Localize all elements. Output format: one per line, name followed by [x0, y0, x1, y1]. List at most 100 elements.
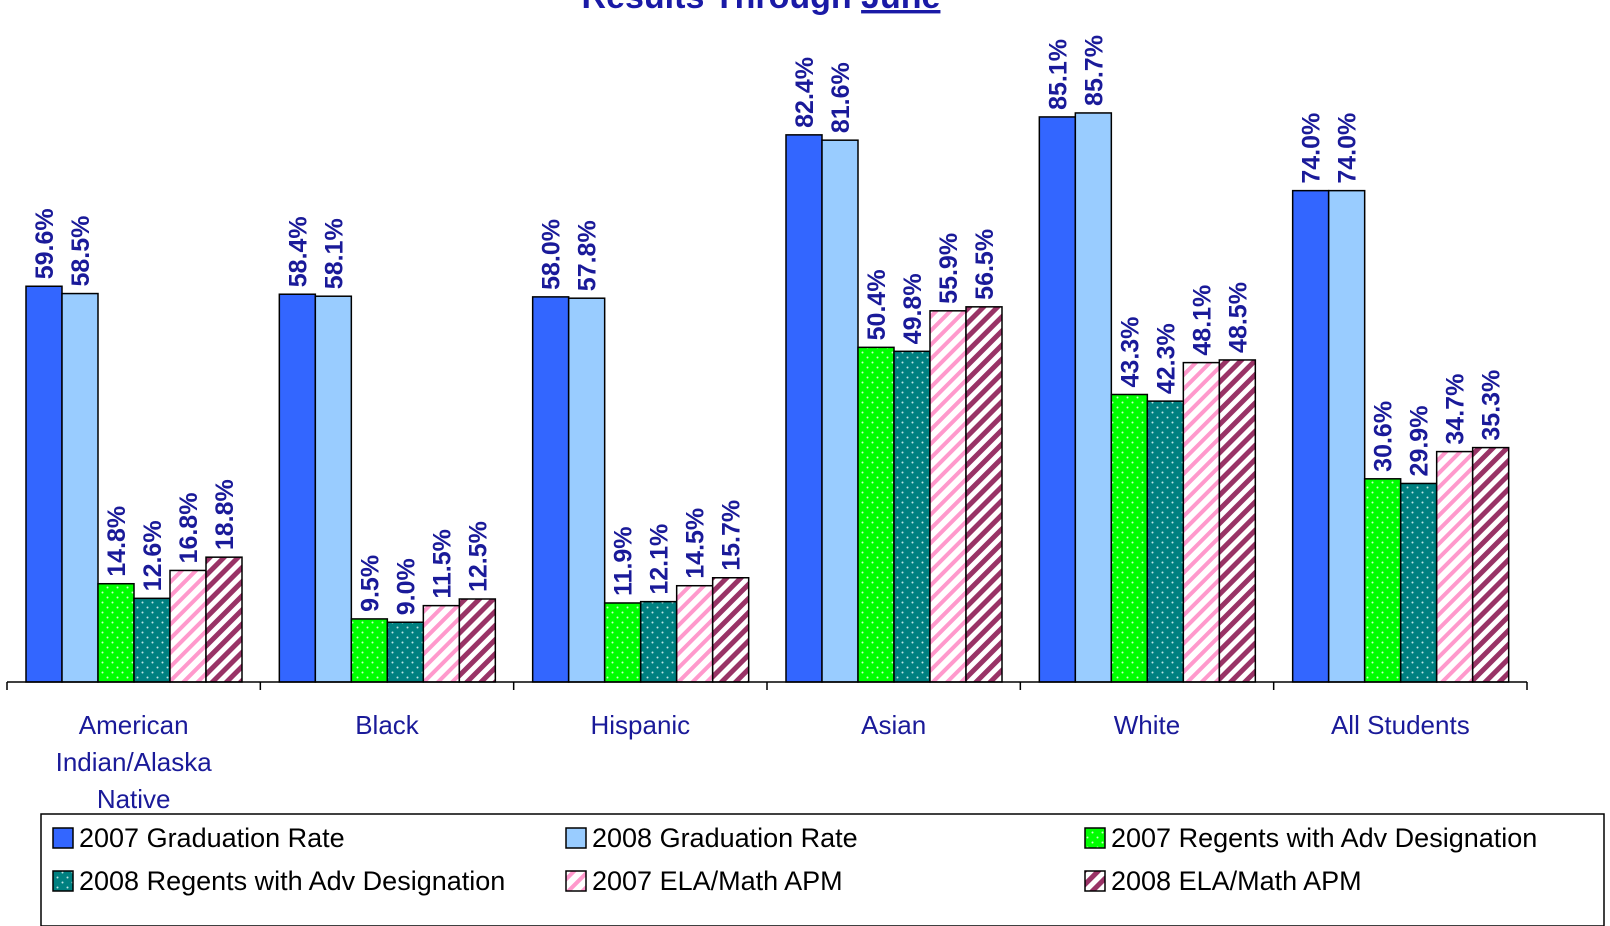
data-label: 34.7% — [1442, 374, 1470, 445]
data-label: 85.1% — [1044, 39, 1072, 110]
legend-items: 2007 Graduation Rate 2008 Graduation Rate… — [52, 823, 1537, 896]
data-label: 55.9% — [935, 233, 963, 304]
data-label: 50.4% — [863, 269, 891, 340]
data-label: 48.5% — [1224, 282, 1252, 353]
bar — [97, 582, 135, 683]
bar — [1327, 189, 1366, 683]
bar — [1218, 359, 1257, 683]
category-labels-layer: American Indian/Alaska Native Black Hispanic… — [56, 710, 1470, 814]
bar — [603, 602, 642, 683]
legend-swatch — [1084, 827, 1106, 849]
data-label: 74.0% — [1334, 113, 1362, 184]
bar — [639, 600, 678, 683]
category-label: Indian/Alaska — [56, 747, 213, 777]
category-label: All Students — [1331, 710, 1470, 740]
data-label: 43.3% — [1116, 317, 1144, 388]
legend-box — [40, 813, 1605, 926]
data-label: 11.5% — [428, 529, 456, 599]
chart-title: Results Through June — [582, 0, 941, 16]
data-label: 11.9% — [610, 526, 638, 596]
data-label: 48.1% — [1188, 285, 1216, 356]
bar — [1399, 482, 1438, 683]
chart-title-prefix: Results Through — [582, 0, 862, 16]
bar — [386, 621, 425, 683]
data-label: 29.9% — [1406, 406, 1434, 477]
bar — [1363, 478, 1402, 683]
data-label: 58.1% — [320, 218, 348, 289]
bar — [857, 346, 895, 683]
legend-label: 2007 Regents with Adv Designation — [1111, 823, 1537, 853]
bar — [1146, 400, 1185, 683]
bar — [169, 569, 207, 683]
data-label: 74.0% — [1298, 113, 1326, 184]
bar — [422, 604, 461, 683]
bar — [1074, 112, 1113, 683]
bar — [61, 292, 99, 683]
legend-label: 2008 ELA/Math APM — [1111, 866, 1362, 896]
data-label: 12.1% — [646, 524, 674, 595]
data-label: 59.6% — [31, 208, 59, 279]
legend-swatch — [52, 827, 74, 849]
data-label: 56.5% — [971, 229, 999, 300]
bar — [1110, 393, 1149, 683]
data-label: 9.5% — [356, 555, 384, 612]
bars-layer — [25, 112, 1510, 683]
legend-label: 2008 Graduation Rate — [592, 823, 858, 853]
bar — [1471, 446, 1510, 683]
category-label: Asian — [861, 710, 926, 740]
bar — [205, 556, 243, 683]
data-label: 16.8% — [175, 493, 203, 564]
legend-swatch — [1084, 870, 1106, 892]
bar — [675, 584, 714, 683]
data-label: 49.8% — [899, 273, 927, 344]
category-label: Hispanic — [590, 710, 690, 740]
bar — [929, 310, 967, 683]
bar — [314, 295, 353, 683]
bar — [1435, 450, 1474, 683]
bar — [350, 618, 389, 683]
data-label: 15.7% — [718, 500, 746, 571]
legend-label: 2007 ELA/Math APM — [592, 866, 843, 896]
legend-swatch — [565, 827, 587, 849]
data-label: 12.6% — [139, 520, 167, 591]
bar — [278, 293, 317, 683]
bar — [965, 306, 1003, 683]
bar — [821, 139, 859, 683]
bar — [25, 285, 63, 683]
data-label: 57.8% — [574, 220, 602, 291]
bar — [531, 296, 570, 683]
chart-title-underlined: June — [861, 0, 940, 16]
data-label: 81.6% — [827, 62, 855, 133]
legend-label: 2007 Graduation Rate — [79, 823, 345, 853]
data-label: 9.0% — [392, 558, 420, 615]
data-label: 30.6% — [1370, 401, 1398, 472]
category-label: Native — [97, 784, 171, 814]
category-label: Black — [355, 710, 420, 740]
bar — [1038, 116, 1077, 683]
bar — [711, 577, 750, 683]
category-label: White — [1114, 710, 1180, 740]
bar — [1291, 189, 1330, 683]
legend-swatch — [565, 870, 587, 892]
x-axis — [6, 681, 1528, 690]
bar — [133, 597, 171, 683]
data-label: 58.5% — [67, 216, 95, 287]
data-label: 18.8% — [211, 479, 239, 550]
bar — [458, 598, 497, 683]
data-label: 58.4% — [284, 216, 312, 287]
category-label: American — [79, 710, 189, 740]
data-label: 42.3% — [1152, 323, 1180, 394]
bar — [1182, 361, 1221, 683]
bar — [567, 297, 606, 683]
legend-swatch — [52, 870, 74, 892]
data-label: 35.3% — [1478, 370, 1506, 441]
data-label: 85.7% — [1080, 35, 1108, 106]
data-label: 82.4% — [791, 57, 819, 128]
data-label: 58.0% — [538, 219, 566, 290]
legend: 2007 Graduation Rate 2008 Graduation Rate… — [40, 813, 1605, 926]
bar — [893, 350, 931, 683]
bar — [785, 134, 823, 683]
legend-label: 2008 Regents with Adv Designation — [79, 866, 505, 896]
data-label: 12.5% — [464, 521, 492, 592]
